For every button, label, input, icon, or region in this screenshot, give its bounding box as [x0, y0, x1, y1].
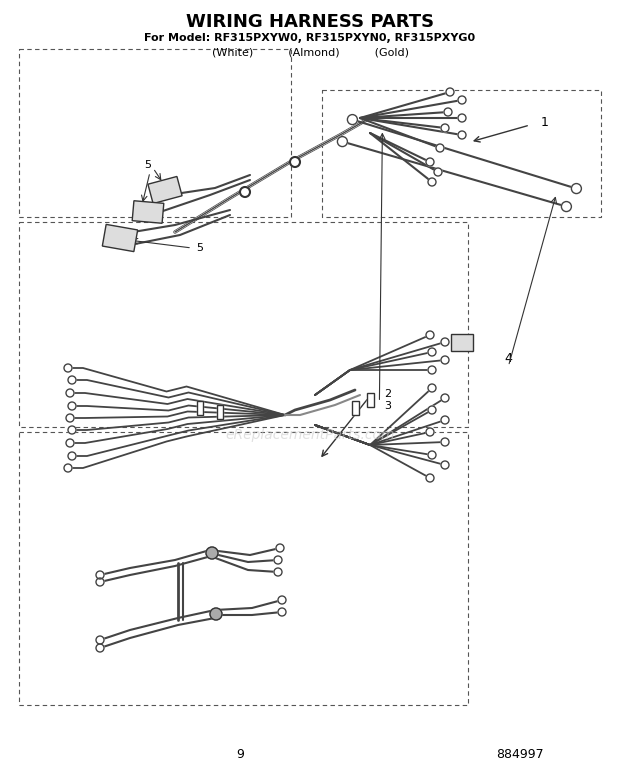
Circle shape	[428, 366, 436, 374]
Circle shape	[441, 438, 449, 446]
Text: (White)          (Almond)          (Gold): (White) (Almond) (Gold)	[211, 47, 409, 57]
Circle shape	[426, 331, 434, 339]
Circle shape	[347, 115, 357, 125]
Circle shape	[278, 608, 286, 616]
Circle shape	[426, 428, 434, 436]
Circle shape	[240, 187, 250, 197]
Circle shape	[446, 88, 454, 96]
Circle shape	[68, 426, 76, 434]
Text: 2: 2	[384, 390, 391, 400]
Circle shape	[64, 464, 72, 472]
Circle shape	[206, 547, 218, 559]
Bar	[197, 401, 203, 415]
Circle shape	[458, 96, 466, 104]
FancyBboxPatch shape	[102, 224, 138, 252]
Circle shape	[428, 384, 436, 392]
FancyBboxPatch shape	[148, 177, 182, 203]
Circle shape	[458, 131, 466, 139]
Bar	[367, 393, 374, 407]
Circle shape	[274, 556, 282, 564]
Circle shape	[96, 578, 104, 586]
Text: 884997: 884997	[496, 749, 544, 762]
Bar	[19, 222, 468, 427]
Bar	[367, 393, 374, 407]
Text: 3: 3	[384, 401, 391, 411]
Circle shape	[96, 644, 104, 652]
Circle shape	[274, 568, 282, 576]
Circle shape	[68, 452, 76, 460]
Text: For Model: RF315PXYW0, RF315PXYN0, RF315PXYG0: For Model: RF315PXYW0, RF315PXYN0, RF315…	[144, 33, 476, 43]
Circle shape	[66, 439, 74, 447]
Circle shape	[68, 376, 76, 384]
Bar	[19, 49, 291, 217]
FancyBboxPatch shape	[451, 334, 473, 351]
Bar	[322, 90, 601, 217]
Circle shape	[68, 402, 76, 410]
Circle shape	[428, 406, 436, 414]
Text: WIRING HARNESS PARTS: WIRING HARNESS PARTS	[186, 13, 434, 31]
Bar	[352, 401, 359, 415]
Bar	[217, 405, 223, 419]
Circle shape	[444, 108, 452, 116]
Circle shape	[434, 168, 442, 176]
Circle shape	[428, 348, 436, 356]
Bar	[352, 401, 359, 415]
Circle shape	[426, 158, 434, 166]
Text: eReplacementParts.com: eReplacementParts.com	[225, 428, 395, 442]
Bar	[217, 405, 223, 419]
Circle shape	[66, 414, 74, 422]
Text: 1: 1	[541, 115, 549, 129]
FancyBboxPatch shape	[132, 201, 164, 224]
Text: 5: 5	[144, 160, 151, 170]
Circle shape	[64, 364, 72, 372]
Circle shape	[66, 389, 74, 397]
Bar	[19, 432, 468, 705]
Circle shape	[428, 451, 436, 459]
Circle shape	[428, 178, 436, 186]
Circle shape	[436, 144, 444, 152]
Circle shape	[458, 114, 466, 122]
Circle shape	[96, 636, 104, 644]
Circle shape	[290, 157, 300, 167]
Circle shape	[441, 124, 449, 132]
Circle shape	[572, 184, 582, 193]
Circle shape	[210, 608, 222, 620]
Circle shape	[441, 461, 449, 469]
Text: 4: 4	[505, 352, 512, 365]
Text: 5: 5	[197, 243, 203, 253]
Circle shape	[278, 596, 286, 604]
Circle shape	[441, 416, 449, 424]
Circle shape	[96, 571, 104, 579]
Bar	[197, 401, 203, 415]
Circle shape	[276, 544, 284, 552]
Text: 9: 9	[236, 749, 244, 762]
Circle shape	[337, 136, 347, 146]
Circle shape	[441, 356, 449, 364]
Circle shape	[441, 394, 449, 402]
Circle shape	[426, 474, 434, 482]
Circle shape	[561, 202, 572, 212]
Circle shape	[441, 338, 449, 346]
